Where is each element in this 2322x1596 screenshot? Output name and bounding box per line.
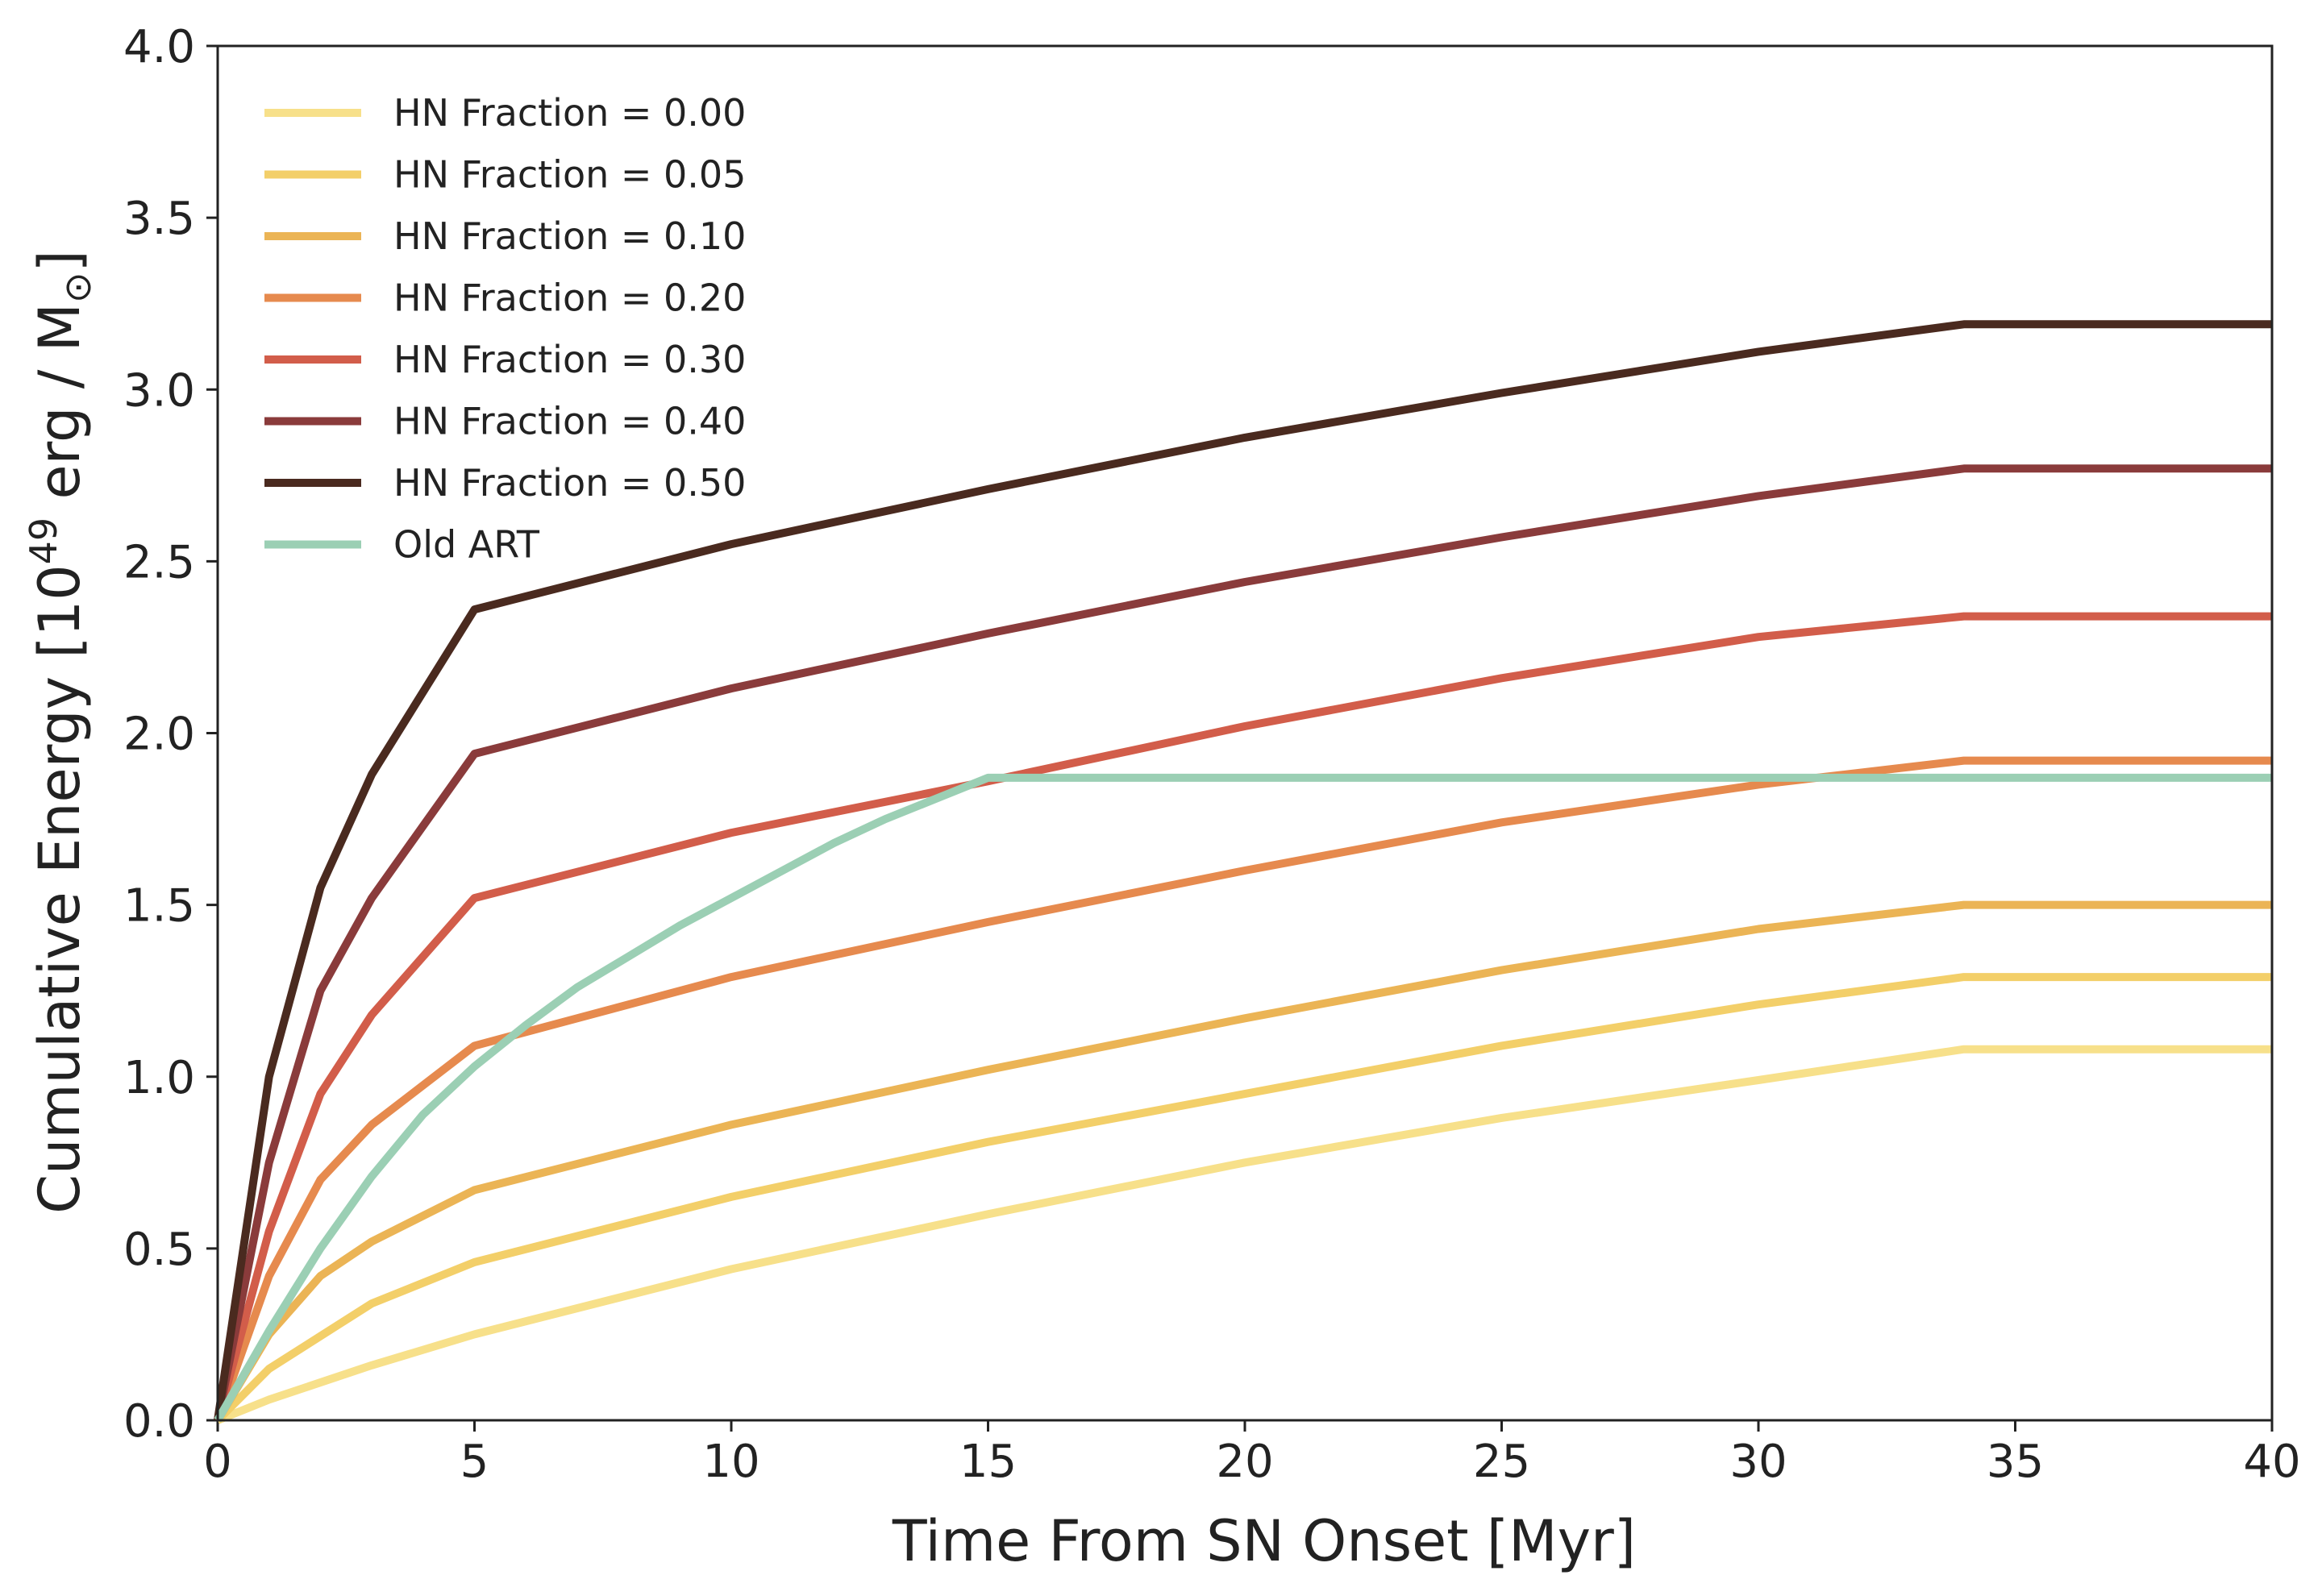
series-line-1 xyxy=(214,973,2272,1424)
x-tick-label: 0 xyxy=(203,1436,232,1488)
x-tick-label: 40 xyxy=(2243,1436,2300,1488)
legend: HN Fraction = 0.00 HN Fraction = 0.05 HN F… xyxy=(264,91,746,567)
legend-label: HN Fraction = 0.00 xyxy=(393,91,746,135)
x-axis-ticks: 0 5 10 15 20 25 30 35 40 xyxy=(203,1420,2301,1488)
y-tick-label: 2.0 xyxy=(123,709,195,761)
series-line-5 xyxy=(214,464,2272,1421)
series-lines xyxy=(214,320,2272,1424)
series-line-7 xyxy=(214,773,2272,1423)
y-axis-label-prefix: Cumulative Energy [10 xyxy=(27,564,93,1213)
y-axis-label-exponent: 49 xyxy=(22,517,65,565)
x-tick-label: 20 xyxy=(1216,1436,1273,1488)
series-line-2 xyxy=(214,900,2272,1423)
legend-label: HN Fraction = 0.05 xyxy=(393,153,746,197)
series-line-4 xyxy=(214,612,2272,1422)
x-axis-label: Time From SN Onset [Myr] xyxy=(892,1508,1636,1574)
x-tick-label: 5 xyxy=(460,1436,489,1488)
series-line-0 xyxy=(216,1045,2272,1424)
legend-label: HN Fraction = 0.40 xyxy=(393,400,746,443)
y-tick-label: 2.5 xyxy=(123,536,195,588)
plot-frame xyxy=(216,44,2274,1422)
y-axis-label-middle: erg / M xyxy=(27,303,93,517)
legend-label: Old ART xyxy=(393,523,540,567)
y-tick-label: 1.5 xyxy=(123,880,195,933)
x-tick-label: 15 xyxy=(959,1436,1017,1488)
series-line-6 xyxy=(214,320,2272,1421)
y-axis-label-suffix: ] xyxy=(27,250,93,272)
y-tick-label: 4.0 xyxy=(123,21,195,73)
legend-label: HN Fraction = 0.30 xyxy=(393,338,746,381)
x-tick-label: 30 xyxy=(1729,1436,1787,1488)
y-axis-label: Cumulative Energy [1049 erg / M⊙] xyxy=(22,250,99,1214)
legend-label: HN Fraction = 0.10 xyxy=(393,214,746,258)
legend-label: HN Fraction = 0.20 xyxy=(393,276,746,320)
y-tick-label: 1.0 xyxy=(123,1052,195,1104)
x-tick-label: 35 xyxy=(1987,1436,2044,1488)
legend-label: HN Fraction = 0.50 xyxy=(393,461,746,505)
y-tick-label: 0.5 xyxy=(123,1224,195,1276)
y-tick-label: 3.5 xyxy=(123,193,195,245)
x-tick-label: 10 xyxy=(702,1436,759,1488)
y-axis-label-subscript: ⊙ xyxy=(56,272,99,303)
x-tick-label: 25 xyxy=(1473,1436,1530,1488)
y-tick-label: 3.0 xyxy=(123,364,195,417)
y-axis-ticks: 0.0 0.5 1.0 1.5 2.0 2.5 3.0 3.5 4.0 xyxy=(123,21,218,1448)
y-tick-label: 0.0 xyxy=(123,1395,195,1448)
